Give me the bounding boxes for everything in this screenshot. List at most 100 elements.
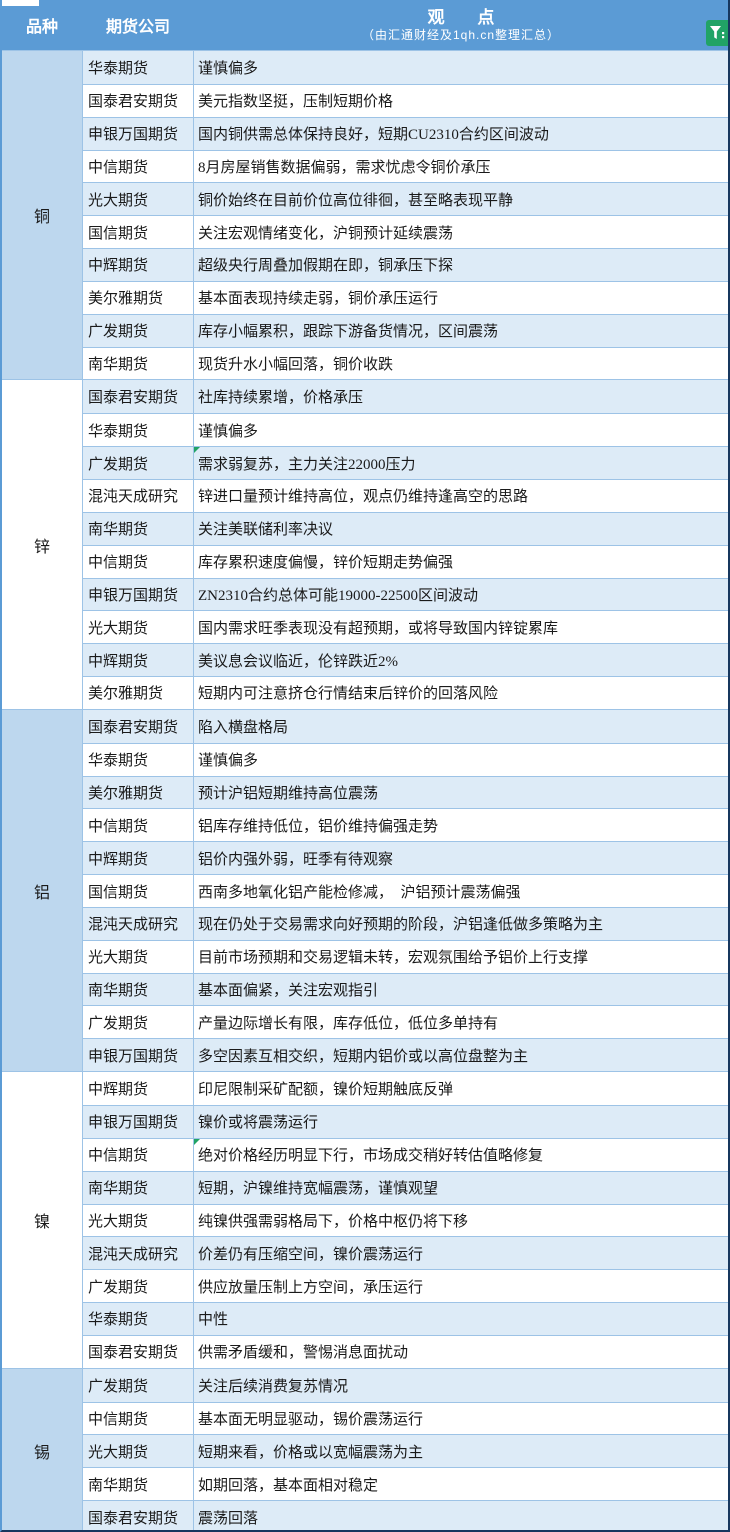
company-cell[interactable]: 中信期货 [83, 1138, 194, 1171]
company-cell[interactable]: 华泰期货 [83, 1303, 194, 1335]
company-cell[interactable]: 申银万国期货 [83, 117, 194, 150]
company-cell[interactable]: 混沌天成研究 [83, 907, 194, 940]
opinion-cell[interactable]: 绝对价格经历明显下行，市场成交稍好转估值略修复 [194, 1138, 728, 1171]
opinion-cell[interactable]: 美议息会议临近，伦锌跌近2% [194, 644, 728, 676]
section-rows-copper: 华泰期货 谨慎偏多 国泰君安期货 美元指数坚挺，压制短期价格 申银万国期货 国内铜供需总体… [83, 51, 728, 380]
company-cell[interactable]: 南华期货 [83, 973, 194, 1006]
category-cell-nickel[interactable]: 镍 [2, 1072, 83, 1368]
company-cell[interactable]: 国泰君安期货 [83, 84, 194, 117]
opinion-cell[interactable]: 基本面表现持续走弱，铜价承压运行 [194, 282, 728, 314]
opinion-cell[interactable]: 库存累积速度偏慢，锌价短期走势偏强 [194, 546, 728, 578]
opinion-cell[interactable]: 美元指数坚挺，压制短期价格 [194, 85, 728, 117]
company-cell[interactable]: 光大期货 [83, 1435, 194, 1468]
company-cell[interactable]: 华泰期货 [83, 743, 194, 776]
opinion-cell[interactable]: 短期来看，价格或以宽幅震荡为主 [194, 1435, 728, 1467]
category-cell-tin[interactable]: 锡 [2, 1368, 83, 1530]
company-cell[interactable]: 华泰期货 [83, 414, 194, 447]
opinion-cell[interactable]: 短期内可注意挤仓行情结束后锌价的回落风险 [194, 677, 728, 709]
opinion-cell[interactable]: 谨慎偏多 [194, 51, 728, 84]
header-cell-variety[interactable]: 品种 [2, 0, 82, 50]
opinion-cell[interactable]: 西南多地氧化铝产能检修减， 沪铝预计震荡偏强 [194, 875, 728, 907]
company-cell[interactable]: 国泰君安期货 [83, 1501, 194, 1530]
opinion-cell[interactable]: 8月房屋销售数据偏弱，需求忧虑令铜价承压 [194, 151, 728, 183]
opinion-cell[interactable]: 现在仍处于交易需求向好预期的阶段，沪铝逢低做多策略为主 [194, 908, 728, 940]
opinion-cell[interactable]: 国内铜供需总体保持良好，短期CU2310合约区间波动 [194, 118, 728, 150]
company-cell[interactable]: 国泰君安期货 [83, 1335, 194, 1368]
company-cell[interactable]: 混沌天成研究 [83, 479, 194, 512]
opinion-cell[interactable]: 镍价或将震荡运行 [194, 1106, 728, 1138]
company-cell[interactable]: 南华期货 [83, 347, 194, 380]
company-cell[interactable]: 中辉期货 [83, 644, 194, 677]
company-cell[interactable]: 中辉期货 [83, 249, 194, 281]
company-cell[interactable]: 国信期货 [83, 875, 194, 907]
opinion-cell[interactable]: 铝价内强外弱，旺季有待观察 [194, 842, 728, 874]
company-cell[interactable]: 中信期货 [83, 545, 194, 578]
opinion-cell[interactable]: 目前市场预期和交易逻辑未转，宏观氛围给予铝价上行支撑 [194, 941, 728, 973]
company-cell[interactable]: 中辉期货 [83, 1072, 194, 1105]
opinion-cell[interactable]: 震荡回落 [194, 1501, 728, 1530]
filter-funnel-icon[interactable] [706, 20, 728, 46]
opinion-cell[interactable]: 多空因素互相交织，短期内铝价或以高位盘整为主 [194, 1039, 728, 1071]
company-cell[interactable]: 中信期货 [83, 150, 194, 183]
opinion-cell[interactable]: 需求弱复苏，主力关注22000压力 [194, 447, 728, 479]
opinion-cell[interactable]: 印尼限制采矿配额，镍价短期触底反弹 [194, 1072, 728, 1105]
company-cell[interactable]: 广发期货 [83, 1368, 194, 1402]
opinion-cell[interactable]: 产量边际增长有限，库存低位，低位多单持有 [194, 1006, 728, 1038]
company-cell[interactable]: 国信期货 [83, 216, 194, 249]
company-cell[interactable]: 申银万国期货 [83, 578, 194, 611]
opinion-cell[interactable]: 国内需求旺季表现没有超预期，或将导致国内锌锭累库 [194, 611, 728, 643]
company-cell[interactable]: 中辉期货 [83, 842, 194, 875]
opinion-cell[interactable]: 锌进口量预计维持高位，观点仍维持逢高空的思路 [194, 480, 728, 512]
company-cell[interactable]: 混沌天成研究 [83, 1237, 194, 1270]
opinion-cell[interactable]: 陷入横盘格局 [194, 710, 728, 743]
company-cell[interactable]: 光大期货 [83, 940, 194, 973]
opinion-cell[interactable]: 超级央行周叠加假期在即，铜承压下探 [194, 249, 728, 281]
opinion-cell[interactable]: 供需矛盾缓和，警惕消息面扰动 [194, 1336, 728, 1368]
opinion-cell[interactable]: 铝库存维持低位，铝价维持偏强走势 [194, 809, 728, 841]
company-cell[interactable]: 美尔雅期货 [83, 677, 194, 709]
opinion-cell[interactable]: 关注后续消费复苏情况 [194, 1369, 728, 1402]
company-cell[interactable]: 申银万国期货 [83, 1106, 194, 1138]
company-cell[interactable]: 广发期货 [83, 1270, 194, 1303]
opinion-cell[interactable]: 谨慎偏多 [194, 414, 728, 446]
category-cell-aluminum[interactable]: 铝 [2, 709, 83, 1072]
company-cell[interactable]: 广发期货 [83, 1006, 194, 1039]
opinion-cell[interactable]: 关注宏观情绪变化，沪铜预计延续震荡 [194, 216, 728, 248]
company-cell[interactable]: 申银万国期货 [83, 1039, 194, 1072]
opinion-cell[interactable]: 现货升水小幅回落，铜价收跌 [194, 348, 728, 380]
company-cell[interactable]: 国泰君安期货 [83, 709, 194, 743]
company-cell[interactable]: 华泰期货 [83, 51, 194, 84]
company-cell[interactable]: 光大期货 [83, 183, 194, 216]
opinion-cell[interactable]: 关注美联储利率决议 [194, 513, 728, 545]
opinion-cell[interactable]: 供应放量压制上方空间，承压运行 [194, 1270, 728, 1302]
company-cell[interactable]: 广发期货 [83, 447, 194, 479]
company-cell[interactable]: 南华期货 [83, 1468, 194, 1501]
opinion-cell[interactable]: 基本面偏紧，关注宏观指引 [194, 974, 728, 1006]
opinion-cell[interactable]: 基本面无明显驱动，锡价震荡运行 [194, 1403, 728, 1435]
company-cell[interactable]: 南华期货 [83, 512, 194, 545]
header-cell-opinion[interactable]: 观 点 （由汇通财经及1qh.cn整理汇总） [194, 0, 728, 50]
opinion-cell[interactable]: 纯镍供强需弱格局下，价格中枢仍将下移 [194, 1205, 728, 1237]
opinion-cell[interactable]: 如期回落，基本面相对稳定 [194, 1468, 728, 1500]
company-cell[interactable]: 光大期货 [83, 611, 194, 644]
company-cell[interactable]: 国泰君安期货 [83, 380, 194, 414]
opinion-cell[interactable]: 短期，沪镍维持宽幅震荡，谨慎观望 [194, 1172, 728, 1204]
company-cell[interactable]: 广发期货 [83, 314, 194, 347]
category-cell-copper[interactable]: 铜 [2, 51, 83, 380]
opinion-cell[interactable]: 社库持续累增，价格承压 [194, 380, 728, 413]
opinion-cell[interactable]: ZN2310合约总体可能19000-22500区间波动 [194, 579, 728, 611]
header-cell-company[interactable]: 期货公司 [82, 0, 194, 50]
category-cell-zinc[interactable]: 锌 [2, 380, 83, 709]
opinion-cell[interactable]: 中性 [194, 1303, 728, 1335]
opinion-cell[interactable]: 库存小幅累积，跟踪下游备货情况，区间震荡 [194, 315, 728, 347]
opinion-cell[interactable]: 预计沪铝短期维持高位震荡 [194, 777, 728, 809]
opinion-cell[interactable]: 价差仍有压缩空间，镍价震荡运行 [194, 1237, 728, 1269]
company-cell[interactable]: 美尔雅期货 [83, 776, 194, 809]
company-cell[interactable]: 中信期货 [83, 809, 194, 842]
opinion-cell[interactable]: 铜价始终在目前价位高位徘徊，甚至略表现平静 [194, 183, 728, 215]
opinion-cell[interactable]: 谨慎偏多 [194, 744, 728, 776]
company-cell[interactable]: 美尔雅期货 [83, 281, 194, 314]
company-cell[interactable]: 光大期货 [83, 1204, 194, 1237]
company-cell[interactable]: 中信期货 [83, 1402, 194, 1435]
company-cell[interactable]: 南华期货 [83, 1171, 194, 1204]
